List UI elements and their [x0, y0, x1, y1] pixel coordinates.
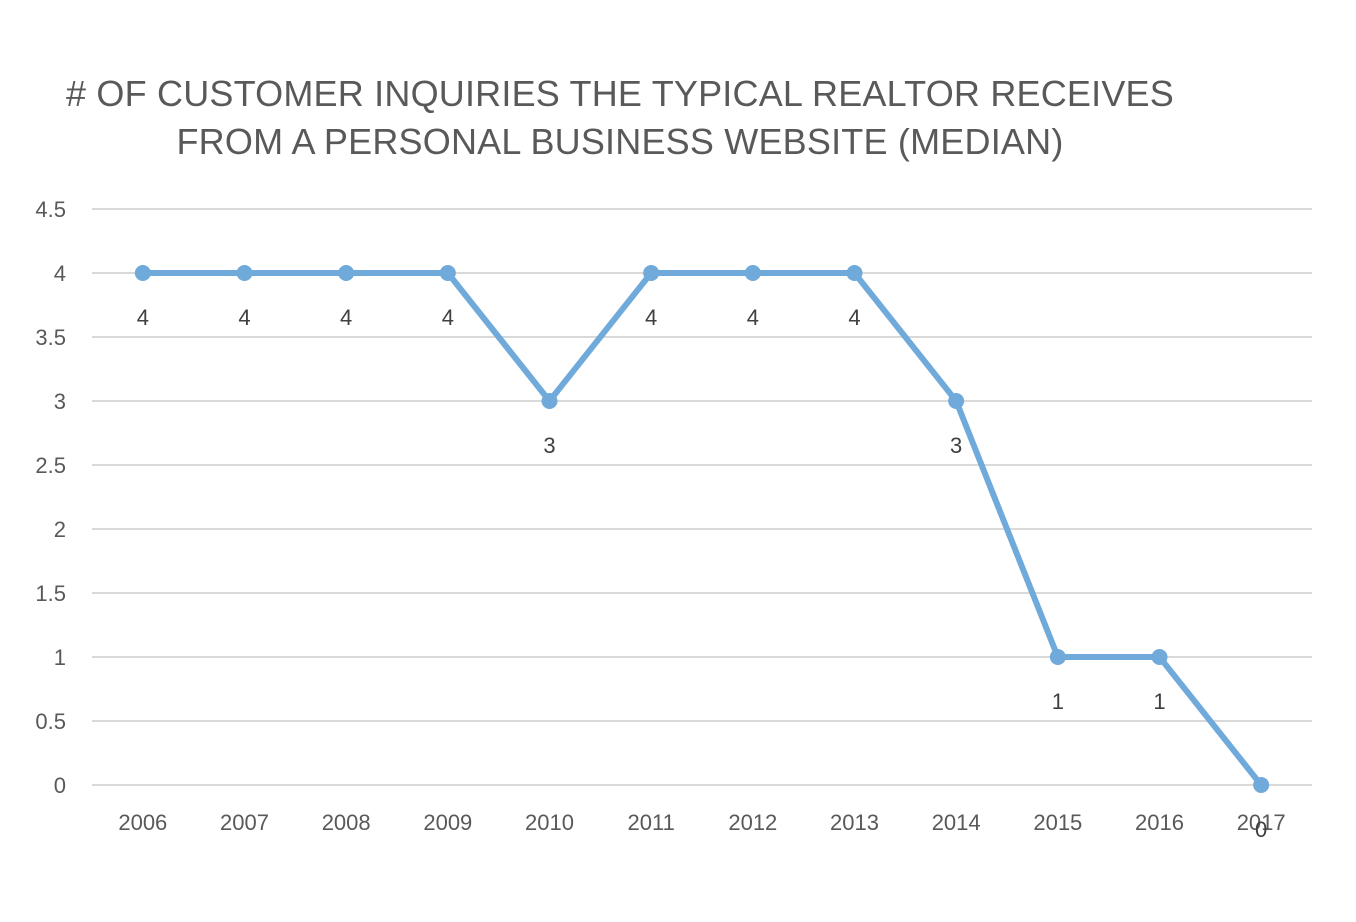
x-tick-label: 2011: [628, 810, 675, 835]
x-tick-label: 2006: [118, 810, 167, 835]
chart-title: # OF CUSTOMER INQUIRIES THE TYPICAL REAL…: [0, 70, 1240, 166]
data-point: [948, 393, 965, 409]
data-label: 4: [238, 305, 250, 330]
data-label: 1: [1052, 689, 1064, 714]
y-tick-label: 0.5: [35, 709, 66, 734]
data-point: [846, 265, 863, 281]
data-point: [439, 265, 456, 281]
data-point: [338, 265, 355, 281]
series: [134, 265, 1270, 793]
x-tick-label: 2007: [220, 810, 269, 835]
y-tick-label: 0: [54, 773, 66, 798]
data-label: 3: [543, 433, 555, 458]
data-label: 4: [848, 305, 860, 330]
x-tick-label: 2013: [830, 810, 879, 835]
data-label: 4: [340, 305, 352, 330]
x-tick-label: 2010: [525, 810, 574, 835]
y-tick-label: 3: [54, 389, 66, 414]
data-label: 3: [950, 433, 962, 458]
y-tick-label: 2.5: [35, 453, 66, 478]
data-point: [1049, 649, 1066, 665]
data-label: 1: [1153, 689, 1165, 714]
y-tick-label: 1.5: [35, 581, 66, 606]
data-point: [236, 265, 253, 281]
x-tick-label: 2017: [1237, 810, 1286, 835]
gridlines: [92, 208, 1312, 786]
y-tick-label: 1: [54, 645, 66, 670]
data-label: 4: [442, 305, 454, 330]
y-tick-label: 4: [54, 261, 66, 286]
data-point: [1253, 777, 1270, 793]
data-label: 0: [1255, 817, 1267, 842]
data-point: [541, 393, 558, 409]
y-tick-label: 3.5: [35, 325, 66, 350]
chart-subtitle: FROM A PERSONAL BUSINESS WEBSITE (MEDIAN…: [176, 121, 1064, 162]
x-tick-label: 2012: [728, 810, 777, 835]
data-point: [643, 265, 660, 281]
data-point: [744, 265, 761, 281]
x-axis-tick-labels: 2006 2007 2008 2009 2010 2011 2012 2013 2014 2015…: [118, 810, 1285, 835]
y-tick-label: 4.5: [35, 197, 66, 222]
data-label: 4: [747, 305, 759, 330]
y-axis-tick-labels: 0 0.5 1 1.5 2 2.5 3 3.5 4 4.5: [35, 197, 66, 798]
series-line: [142, 270, 1264, 787]
y-tick-label: 2: [54, 517, 66, 542]
x-tick-label: 2008: [322, 810, 371, 835]
data-label: 4: [137, 305, 149, 330]
chart-title-line-1: # OF CUSTOMER INQUIRIES THE TYPICAL REAL…: [66, 73, 1174, 114]
x-tick-label: 2015: [1033, 810, 1082, 835]
data-labels: 4 4 4 4 3 4 4 4 3 1 1 0: [137, 305, 1268, 842]
x-tick-label: 2009: [423, 810, 472, 835]
data-point: [1151, 649, 1168, 665]
data-point: [134, 265, 151, 281]
x-tick-label: 2016: [1135, 810, 1184, 835]
x-tick-label: 2014: [932, 810, 981, 835]
data-label: 4: [645, 305, 657, 330]
